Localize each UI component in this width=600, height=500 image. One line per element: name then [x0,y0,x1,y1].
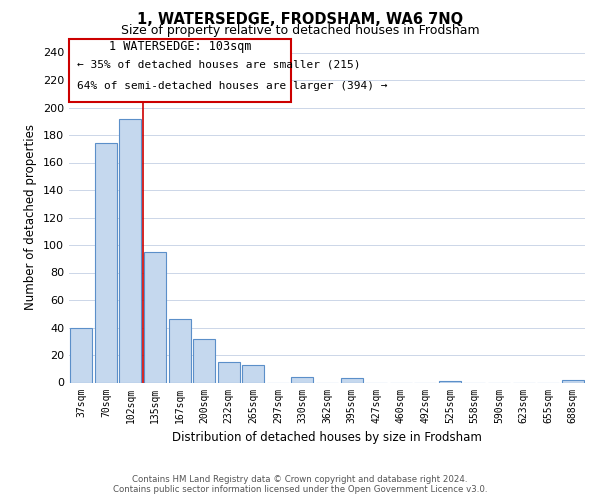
Bar [95,143,117,382]
Bar [341,378,362,382]
Bar [292,377,313,382]
Text: Contains HM Land Registry data © Crown copyright and database right 2024.
Contai: Contains HM Land Registry data © Crown c… [113,474,487,494]
Y-axis label: Number of detached properties: Number of detached properties [25,124,37,310]
FancyBboxPatch shape [69,40,291,102]
Text: 64% of semi-detached houses are larger (394) →: 64% of semi-detached houses are larger (… [77,82,387,92]
Text: ← 35% of detached houses are smaller (215): ← 35% of detached houses are smaller (21… [77,60,360,70]
Bar [119,118,142,382]
Text: 1 WATERSEDGE: 103sqm: 1 WATERSEDGE: 103sqm [109,40,251,54]
Text: 1, WATERSEDGE, FRODSHAM, WA6 7NQ: 1, WATERSEDGE, FRODSHAM, WA6 7NQ [137,12,463,26]
Bar [70,328,92,382]
Bar [218,362,240,382]
Text: Size of property relative to detached houses in Frodsham: Size of property relative to detached ho… [121,24,479,37]
Bar [169,320,191,382]
Bar [193,338,215,382]
Bar [439,381,461,382]
Bar [144,252,166,382]
Bar [562,380,584,382]
X-axis label: Distribution of detached houses by size in Frodsham: Distribution of detached houses by size … [172,431,482,444]
Bar [242,364,265,382]
